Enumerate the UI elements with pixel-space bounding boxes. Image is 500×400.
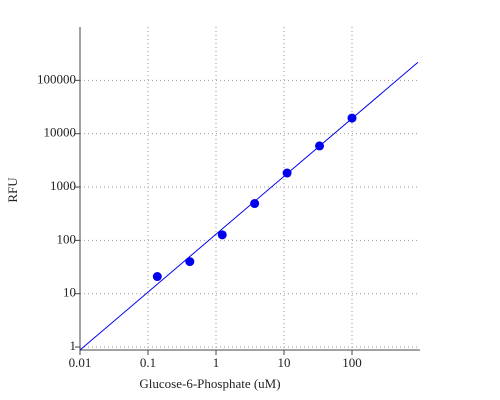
y-tick-label: 1 — [70, 338, 77, 353]
y-tick-label: 100 — [57, 231, 77, 246]
x-tick-label: 100 — [342, 355, 362, 370]
x-tick-label: 0.01 — [69, 355, 92, 370]
y-tick-label: 1000 — [50, 178, 76, 193]
fit-line — [79, 62, 419, 351]
x-tick-label: 1 — [213, 355, 220, 370]
x-axis-label: Glucose-6-Phosphate (uM) — [139, 376, 280, 391]
y-tick-label: 10 — [63, 285, 76, 300]
data-point — [152, 272, 162, 282]
data-point — [185, 257, 195, 267]
y-tick-label: 100000 — [37, 71, 76, 86]
data-point — [217, 230, 227, 240]
x-tick-label: 0.1 — [140, 355, 156, 370]
y-axis-label: RFU — [5, 177, 20, 203]
y-tick-label: 10000 — [44, 125, 77, 140]
data-point — [250, 199, 260, 209]
x-tick-label: 10 — [278, 355, 291, 370]
